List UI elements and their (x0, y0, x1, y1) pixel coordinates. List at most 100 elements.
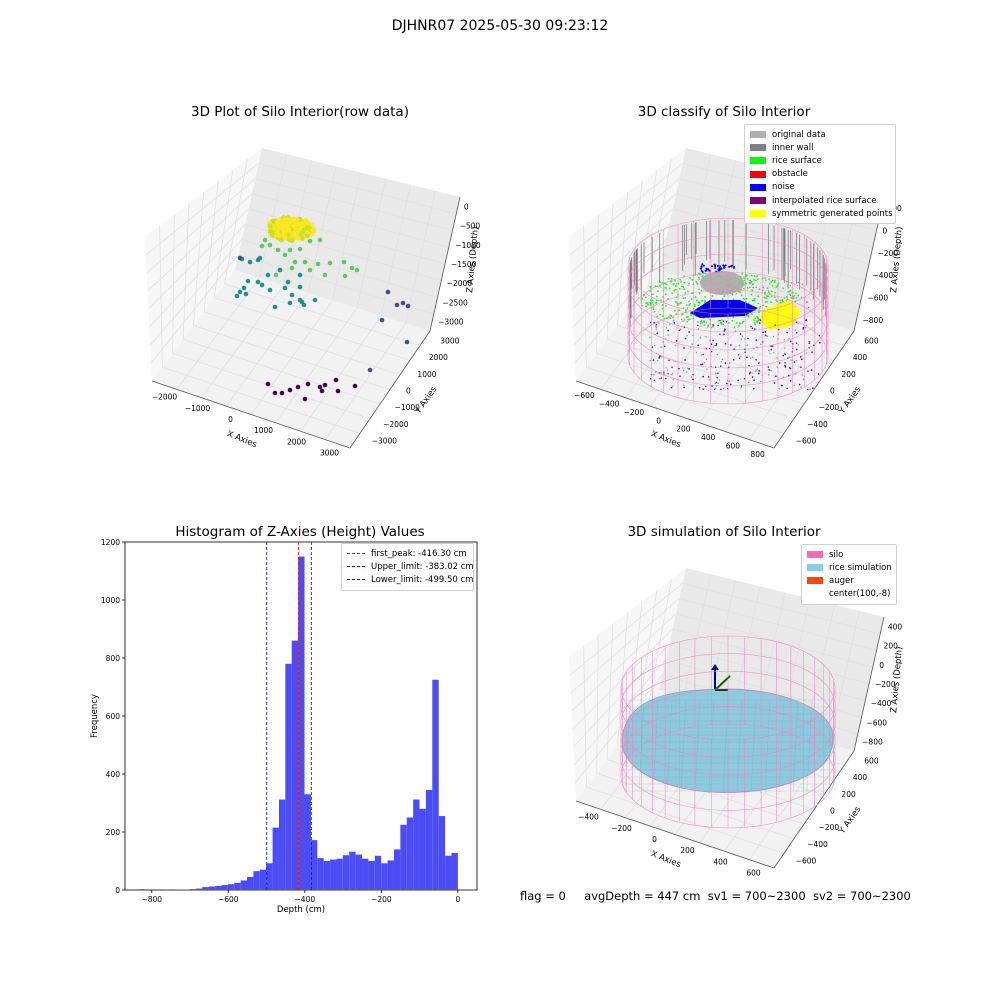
original-data-point (714, 382, 717, 385)
noise-point (733, 266, 736, 269)
noise-point (728, 265, 731, 268)
interpolated-point (702, 388, 705, 391)
noise-point (719, 265, 722, 268)
interpolated-point (670, 386, 673, 389)
rice-surface-point (719, 322, 722, 324)
interpolated-point (758, 372, 760, 375)
panel1-y-label: Y Axies (413, 384, 440, 416)
panel1-side-pane (145, 148, 262, 381)
legend-label: first_peak: -416.30 cm (371, 548, 467, 559)
panel2-x-tick: −600 (574, 391, 595, 400)
rice-surface-point (672, 283, 675, 286)
legend-label: Lower_limit: -499.50 cm (371, 574, 474, 585)
panel4-y-tick: −400 (807, 840, 828, 849)
rice-surface-point (703, 321, 706, 324)
legend-swatch (347, 566, 365, 568)
interpolated-point (702, 353, 704, 356)
raw-point (405, 303, 411, 309)
rice-surface-point (669, 314, 672, 316)
panel4-grid-line (829, 610, 860, 744)
original-data-point (653, 344, 656, 347)
panel2-grid-line (571, 193, 677, 292)
panel2-y-tick: 400 (853, 353, 868, 362)
raw-point (289, 265, 295, 271)
rice-surface-point (782, 287, 784, 290)
original-data-point (712, 326, 714, 328)
rice-surface-point (775, 286, 777, 289)
mesh-line (736, 699, 743, 793)
panel4-grid-line (675, 613, 873, 668)
raw-point (273, 272, 279, 278)
interpolated-point (717, 324, 719, 327)
interpolated-point (715, 342, 718, 345)
avg-depth-text: avgDepth = 447 cm (584, 889, 701, 903)
original-data-point (807, 306, 810, 309)
panel1-y-axis-line (349, 330, 431, 449)
original-data-point (741, 322, 743, 324)
interpolated-point (737, 354, 740, 356)
rice-surface-point (703, 299, 706, 302)
rice-surface-point (779, 301, 782, 304)
panel1-grid-line (405, 190, 436, 324)
original-data-point (741, 335, 744, 337)
original-data-point (750, 281, 753, 283)
rice-surface-point (661, 307, 664, 310)
interpolated-point (722, 320, 725, 322)
interpolated-point (675, 340, 678, 342)
panel2-grid-line (638, 297, 835, 361)
rice-surface-point (765, 295, 768, 297)
interpolated-point (697, 344, 699, 347)
rice-surface-point (647, 303, 649, 306)
rice-surface-point (753, 299, 756, 302)
original-data-point (800, 386, 802, 389)
original-data-point (697, 328, 700, 330)
original-data-point (740, 387, 742, 389)
rice-surface-point (649, 290, 652, 292)
rice-surface-point (683, 281, 686, 284)
panel1-grid-line (148, 208, 249, 310)
rice-surface-point (680, 313, 683, 316)
original-data-point (672, 379, 674, 381)
interpolated-point (759, 322, 761, 324)
interpolated-point (764, 334, 767, 336)
original-data-point (718, 379, 721, 381)
rice-surface-point (711, 295, 714, 297)
interpolated-point (688, 368, 691, 370)
original-data-point (674, 344, 676, 347)
rice-surface-point (774, 291, 776, 294)
interpolated-point (655, 323, 658, 326)
histogram-bar (374, 855, 382, 890)
mesh-line (652, 699, 659, 793)
interpolated-point (750, 325, 752, 328)
histogram-bar (138, 889, 145, 890)
interpolated-point (667, 329, 670, 332)
interpolated-point (746, 356, 748, 359)
original-data-point (747, 381, 750, 384)
histogram-bar (304, 794, 311, 890)
raw-point (305, 381, 311, 387)
interpolated-point (667, 372, 669, 375)
noise-point (705, 269, 708, 272)
rice-surface-point (771, 284, 774, 287)
interpolated-point (729, 383, 732, 386)
raw-point (333, 377, 339, 383)
histogram-bar (362, 858, 369, 890)
panel1-grid-line (224, 159, 248, 284)
panel2-y-label: Y Axies (837, 384, 864, 416)
original-data-point (706, 368, 708, 370)
rice-surface-point (748, 286, 751, 289)
panel1-x-tick: 0 (228, 415, 233, 424)
legend-entry: silo (807, 548, 891, 561)
rice-surface-point (701, 275, 704, 278)
raw-point (245, 278, 251, 284)
original-data-point (715, 372, 717, 375)
rice-surface-point (752, 286, 755, 289)
rice-surface-point (765, 297, 767, 300)
panel1-z-tick: −2000 (447, 279, 473, 288)
legend-swatch (807, 564, 823, 572)
rice-surface-point (764, 291, 766, 294)
interpolated-point (752, 387, 755, 390)
panel4-y-label: Y Axies (837, 804, 864, 836)
raw-point (307, 238, 313, 244)
interpolated-point (664, 377, 667, 380)
